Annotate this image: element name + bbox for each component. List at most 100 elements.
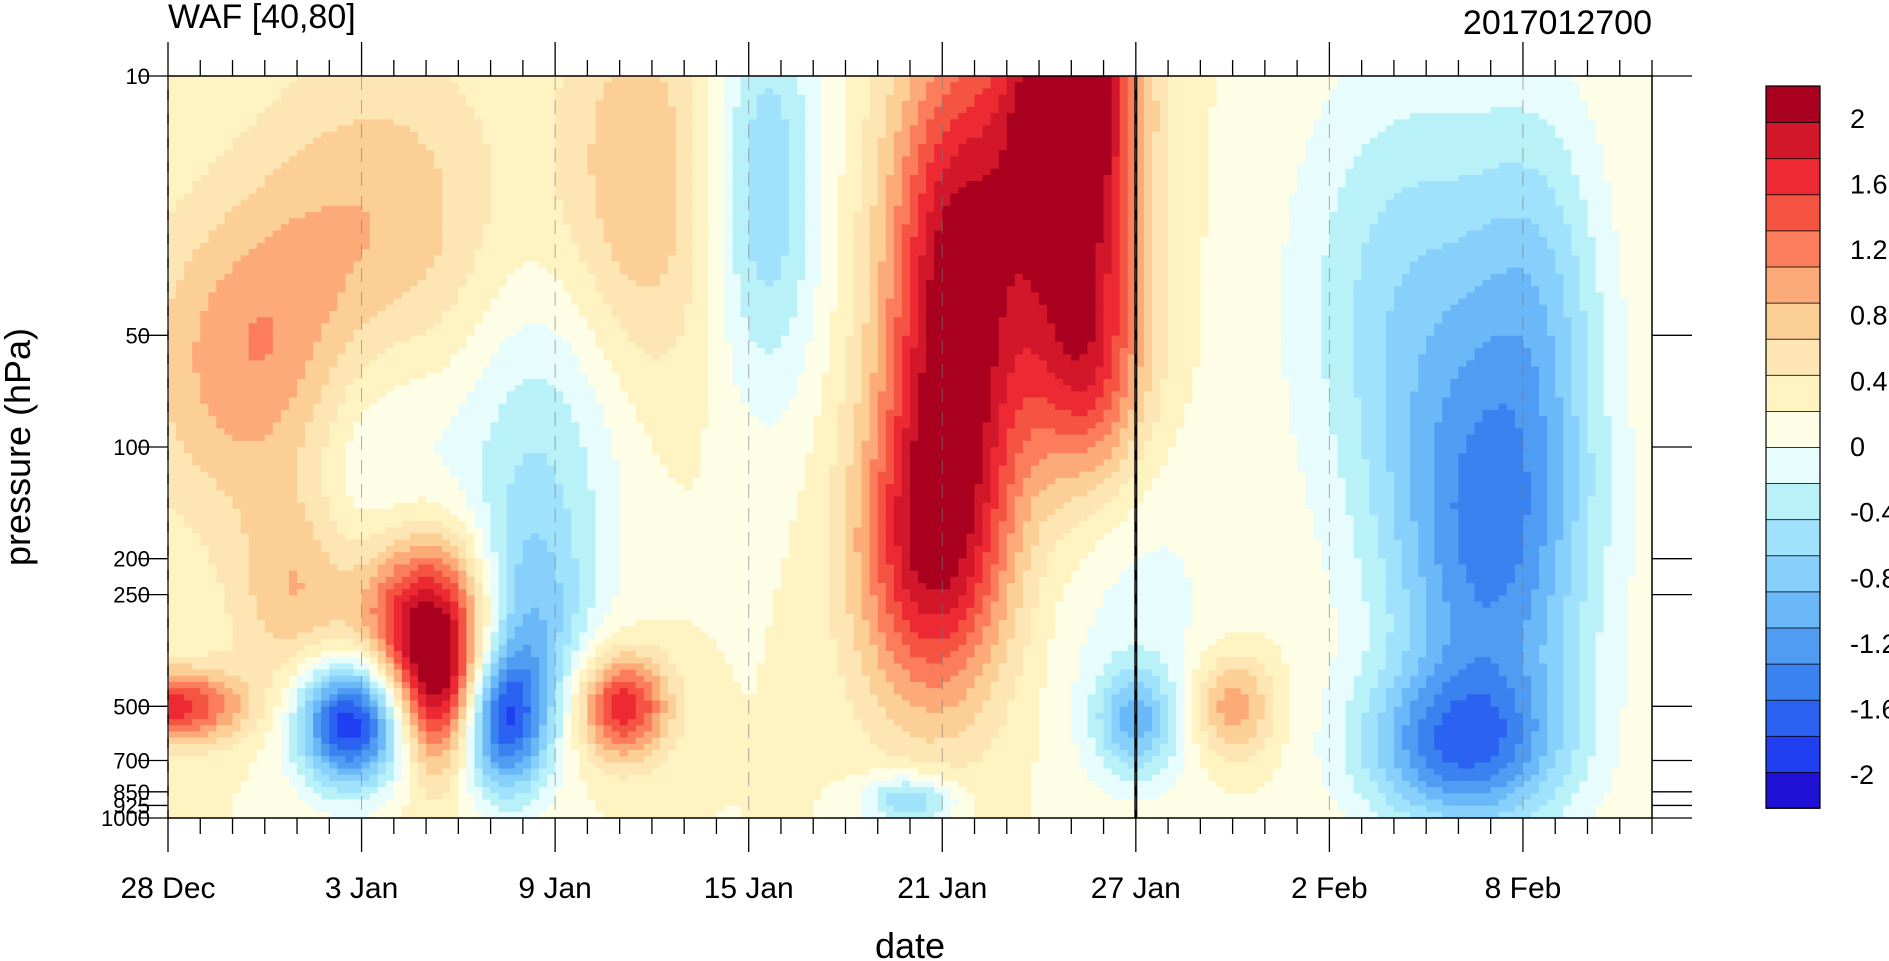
field-cell (466, 255, 476, 263)
field-cell (240, 657, 250, 665)
field-cell (264, 688, 274, 695)
field-cell (337, 607, 347, 615)
field-cell (434, 317, 443, 324)
field-cell (192, 465, 201, 473)
field-cell (176, 576, 185, 584)
field-cell (353, 774, 363, 782)
field-cell (224, 434, 234, 442)
field-cell (168, 644, 177, 652)
field-cell (482, 205, 492, 213)
field-cell (192, 484, 201, 491)
field-cell (442, 150, 451, 157)
field-cell (490, 119, 500, 127)
field-cell (345, 310, 355, 318)
field-cell (321, 663, 330, 671)
field-cell (248, 552, 258, 559)
field-cell (256, 601, 266, 609)
field-cell (490, 422, 500, 430)
field-cell (418, 310, 427, 318)
field-cell (409, 416, 419, 423)
field-cell (393, 199, 403, 207)
field-cell (216, 76, 226, 83)
field-cell (280, 348, 290, 355)
field-cell (474, 280, 484, 287)
field-cell (409, 447, 419, 454)
field-cell (474, 391, 484, 399)
field-cell (409, 249, 419, 256)
field-cell (272, 267, 282, 275)
field-cell (216, 242, 226, 250)
field-cell (200, 787, 209, 794)
field-cell (216, 385, 226, 392)
field-cell (337, 82, 347, 89)
field-cell (337, 119, 347, 127)
field-cell (466, 168, 476, 176)
field-cell (401, 719, 411, 726)
field-cell (458, 663, 468, 671)
field-cell (401, 366, 411, 374)
field-cell (208, 224, 217, 232)
field-cell (426, 706, 435, 714)
field-cell (208, 304, 217, 312)
field-cell (345, 150, 355, 157)
field-cell (482, 218, 492, 225)
field-cell (313, 515, 322, 522)
field-cell (490, 162, 500, 170)
field-cell (313, 595, 322, 603)
field-cell (305, 669, 314, 677)
field-cell (321, 378, 330, 386)
field-cell (353, 335, 363, 343)
field-cell (305, 712, 314, 720)
field-cell (401, 372, 411, 380)
field-cell (192, 589, 201, 596)
field-cell (450, 694, 459, 702)
field-cell (434, 521, 443, 528)
field-cell (458, 496, 468, 504)
field-cell (401, 564, 411, 572)
field-cell (192, 292, 201, 300)
field-cell (393, 632, 403, 640)
field-cell (345, 378, 355, 386)
field-cell (426, 663, 435, 671)
field-cell (409, 391, 419, 399)
field-cell (345, 533, 355, 541)
field-cell (329, 94, 338, 102)
field-cell (321, 385, 330, 392)
field-cell (321, 706, 330, 714)
field-cell (240, 607, 250, 615)
field-cell (458, 280, 468, 287)
field-cell (498, 539, 508, 547)
field-cell (377, 669, 387, 677)
field-cell (305, 515, 314, 522)
field-cell (482, 76, 492, 83)
field-cell (208, 298, 217, 306)
field-cell (272, 82, 282, 89)
field-cell (474, 212, 484, 219)
field-cell (426, 440, 435, 448)
field-cell (200, 422, 209, 430)
field-cell (184, 168, 193, 176)
field-cell (458, 100, 468, 108)
field-cell (240, 688, 250, 695)
field-cell (345, 224, 355, 232)
field-cell (490, 459, 500, 467)
field-cell (216, 187, 226, 195)
field-cell (272, 793, 282, 801)
field-cell (385, 601, 395, 609)
field-cell (216, 329, 226, 337)
field-cell (474, 447, 484, 454)
field-cell (168, 242, 177, 250)
field-cell (474, 811, 484, 818)
field-cell (280, 620, 290, 627)
field-cell (434, 502, 443, 510)
field-cell (418, 150, 427, 157)
field-cell (434, 348, 443, 355)
field-cell (450, 391, 459, 399)
field-cell (409, 106, 419, 114)
field-cell (393, 669, 403, 677)
field-cell (224, 224, 234, 232)
field-cell (329, 508, 338, 516)
field-cell (466, 144, 476, 151)
field-cell (224, 805, 234, 813)
field-cell (208, 354, 217, 362)
